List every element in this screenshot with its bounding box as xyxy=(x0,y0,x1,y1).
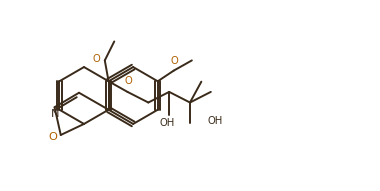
Text: O: O xyxy=(92,54,100,64)
Text: O: O xyxy=(171,56,179,66)
Text: O: O xyxy=(49,132,58,142)
Text: N: N xyxy=(51,109,59,119)
Text: OH: OH xyxy=(160,118,175,128)
Text: OH: OH xyxy=(207,117,222,126)
Text: O: O xyxy=(125,76,133,86)
